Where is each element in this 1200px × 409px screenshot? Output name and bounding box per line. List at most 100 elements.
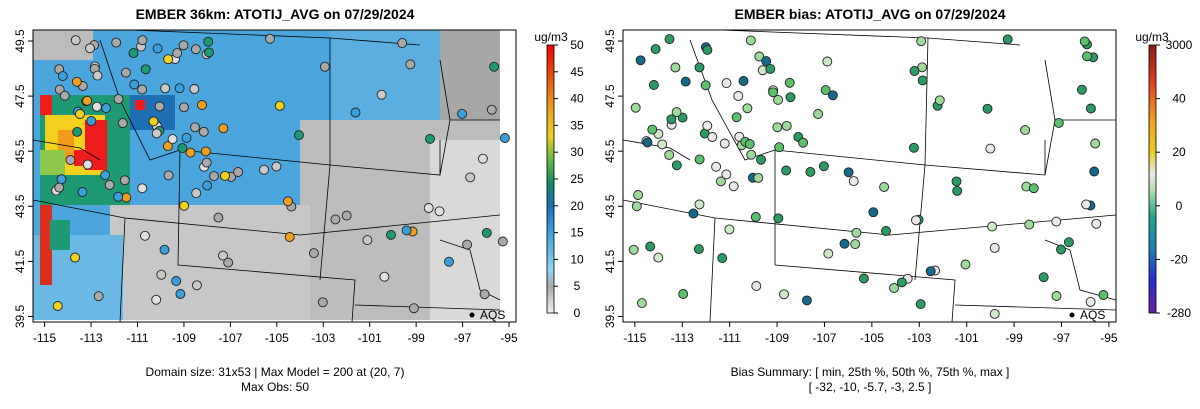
observation-marker <box>65 155 76 165</box>
observation-marker <box>896 277 907 288</box>
observation-marker <box>233 167 244 177</box>
colorbar-tick-label: -280 <box>1167 306 1191 320</box>
observation-marker <box>82 159 93 170</box>
x-tick-label: -107 <box>218 331 242 345</box>
observation-marker <box>982 103 993 114</box>
x-tick-label: -113 <box>671 331 694 345</box>
observation-marker <box>486 104 497 115</box>
observation-marker <box>119 175 130 186</box>
hotspot-red-south <box>74 150 86 166</box>
observation-marker <box>879 182 890 192</box>
left-city-label: AQS <box>480 308 505 322</box>
observation-marker <box>52 301 63 311</box>
observation-marker <box>717 253 728 264</box>
observation-marker <box>839 238 850 249</box>
observation-marker <box>694 154 705 165</box>
hotspot-red-core <box>85 120 107 170</box>
observation-marker <box>784 77 795 88</box>
observation-marker <box>189 84 200 94</box>
observation-marker <box>657 139 668 150</box>
observation-marker <box>86 116 97 126</box>
x-tick-label: -105 <box>265 331 289 345</box>
observation-marker <box>1076 84 1087 95</box>
observation-marker <box>1082 51 1092 62</box>
observation-marker <box>477 153 488 164</box>
observation-marker <box>489 61 500 72</box>
observation-marker <box>213 212 224 223</box>
observation-marker <box>985 143 996 154</box>
observation-marker <box>70 35 81 46</box>
y-tick-label: 43.5 <box>13 194 27 218</box>
observation-marker <box>137 84 148 95</box>
right-colorbar-unit: ug/m3 <box>1135 30 1169 44</box>
y-tick-label: 49.5 <box>13 29 27 53</box>
observation-marker <box>423 203 434 213</box>
plume-red-cell <box>135 100 145 110</box>
observation-marker <box>1002 34 1013 45</box>
observation-marker <box>642 137 653 148</box>
observation-marker <box>781 120 792 131</box>
observation-marker <box>274 100 285 111</box>
observation-marker <box>72 126 83 137</box>
right-colorbar-gradient <box>1148 44 1157 314</box>
observation-marker <box>265 33 275 44</box>
observation-marker <box>172 48 183 59</box>
right-map-plot-frame <box>622 29 1117 323</box>
observation-marker <box>987 221 998 232</box>
observation-marker <box>137 183 148 194</box>
observation-marker <box>630 102 641 113</box>
smoke-field-blue-east <box>330 30 440 120</box>
observation-marker <box>719 138 730 149</box>
observation-marker <box>724 224 735 235</box>
observation-marker <box>151 128 162 139</box>
observation-marker <box>271 161 282 172</box>
observation-marker <box>805 166 816 177</box>
observation-marker <box>178 40 189 51</box>
left-map-plot-frame <box>32 29 517 323</box>
observation-marker <box>171 276 182 286</box>
observation-marker <box>670 62 681 73</box>
observation-marker <box>653 252 664 263</box>
observation-marker <box>754 51 765 62</box>
observation-marker <box>160 83 171 94</box>
x-tick-label: -109 <box>765 331 789 345</box>
left-colorbar-gradient <box>546 44 555 314</box>
left-footer-domain: Domain size: 31x53 | Max Model = 200 at … <box>146 365 405 379</box>
left-map-observation-markers <box>51 33 510 314</box>
observation-marker <box>721 169 732 180</box>
smoke-field-gray-s <box>110 205 310 320</box>
observation-marker <box>1020 125 1031 136</box>
observation-marker <box>151 294 162 305</box>
observation-marker <box>1024 219 1035 230</box>
observation-marker <box>190 122 200 133</box>
observation-marker <box>700 80 711 91</box>
observation-marker <box>671 107 682 118</box>
observation-marker <box>801 295 812 306</box>
x-tick-label: -105 <box>860 331 884 345</box>
observation-marker <box>688 208 699 219</box>
observation-marker <box>645 241 656 252</box>
colorbar-tick-label: -20 <box>1170 252 1188 266</box>
observation-marker <box>177 143 188 154</box>
observation-marker <box>113 191 124 202</box>
observation-marker <box>218 250 228 261</box>
observation-marker <box>1038 272 1049 283</box>
x-tick-label: -113 <box>79 331 102 345</box>
x-tick-label: -115 <box>623 331 646 345</box>
observation-marker <box>774 142 785 153</box>
observation-marker <box>753 172 764 183</box>
observation-marker <box>915 299 926 310</box>
observation-marker <box>71 76 82 87</box>
observation-marker <box>647 124 658 135</box>
x-tick-label: -111 <box>126 331 149 345</box>
observation-marker <box>908 142 919 153</box>
observation-marker <box>92 70 103 81</box>
observation-marker <box>401 225 412 236</box>
border-line <box>32 139 101 161</box>
observation-marker <box>881 226 891 236</box>
y-tick-label: 41.5 <box>13 249 27 273</box>
smoke-field-gray-nw <box>33 30 93 60</box>
observation-marker <box>731 112 742 123</box>
observation-marker <box>779 289 789 300</box>
